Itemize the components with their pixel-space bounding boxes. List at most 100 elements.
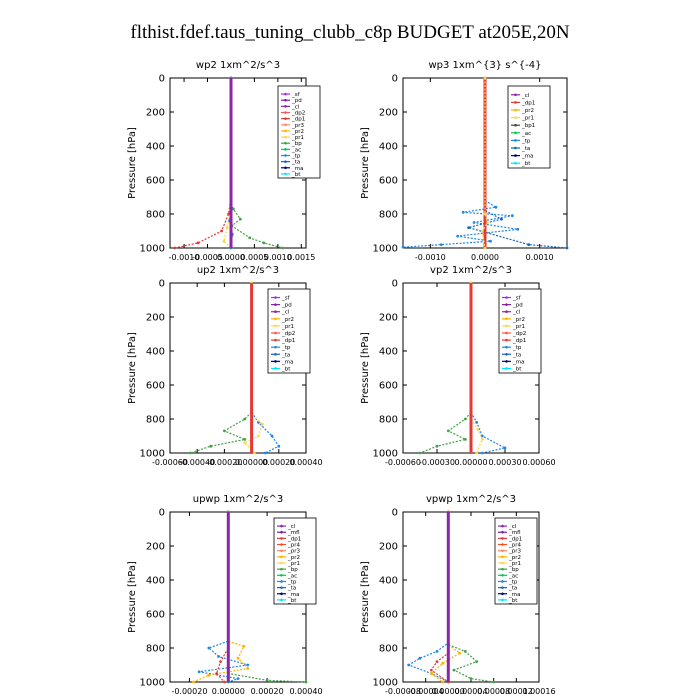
legend-label: _dp1 — [291, 117, 305, 123]
x-tick-label: -0.00020 — [171, 687, 207, 696]
x-tick-label: 0.00004 — [454, 687, 487, 696]
legend-label: _pr3 — [287, 549, 301, 555]
x-tick-label: 0.00000 — [235, 458, 268, 467]
x-tick-label: 0.0005 — [240, 253, 268, 262]
legend-marker — [280, 567, 283, 571]
legend-label: _pr2 — [287, 555, 300, 561]
legend-marker — [280, 592, 283, 596]
x-tick-label: 0.00016 — [522, 687, 555, 696]
data-point — [223, 680, 226, 684]
legend-label: _pd — [291, 98, 302, 104]
x-tick-label: -0.00020 — [206, 458, 242, 467]
legend-label: _cl — [287, 524, 296, 530]
data-point — [483, 212, 487, 216]
legend-marker — [501, 543, 504, 546]
series-line — [174, 78, 232, 249]
x-tick-label: 0.0000 — [471, 253, 499, 262]
legend-label: _sf — [512, 296, 522, 302]
legend-marker — [280, 524, 283, 528]
chart-panel: up2 1xm^2/s^3 Pressure [hPa] 0 200 400 600 800… — [127, 265, 323, 467]
legend-marker — [284, 166, 287, 170]
legend-label: _pr4 — [287, 543, 301, 549]
legend-label: _ac — [291, 147, 301, 153]
figure-title: flthist.fdef.taus_tuning_clubb_c8p BUDGE… — [130, 22, 570, 43]
legend-marker — [514, 161, 517, 165]
legend-label: _ma — [281, 359, 293, 365]
data-point — [463, 438, 467, 441]
legend-marker — [505, 296, 508, 299]
legend-marker — [514, 154, 517, 157]
legend-marker — [501, 549, 504, 552]
panel-title: wp3 1xm^{3} s^{-4} — [428, 60, 541, 71]
legend-label: _tp — [287, 579, 297, 585]
legend-label: _pd — [512, 303, 523, 309]
data-point — [500, 217, 503, 221]
legend-label: _pd — [281, 303, 292, 309]
x-tick-label: 0.00000 — [454, 458, 487, 467]
x-tick-label: 0.00060 — [522, 458, 555, 467]
legend-label: _ac — [287, 573, 297, 579]
data-point — [435, 650, 439, 653]
legend-label: _dp1 — [521, 100, 535, 106]
legend-label: _cl — [291, 104, 300, 110]
legend-label: _cl — [512, 310, 521, 316]
legend-label: _sf — [281, 296, 291, 302]
legend-label: _pr2 — [508, 555, 521, 561]
legend-label: _bt — [291, 172, 301, 178]
legend-marker — [514, 139, 517, 142]
y-tick-label: 800 — [146, 415, 165, 426]
legend-label: _bt — [287, 598, 297, 604]
data-point — [197, 670, 201, 674]
y-tick-label: 0 — [392, 74, 398, 85]
data-point — [486, 221, 490, 224]
legend-marker — [284, 160, 287, 163]
y-axis-label: Pressure [hPa] — [360, 127, 371, 199]
legend-label: _dp2 — [291, 111, 305, 117]
data-point — [270, 434, 274, 438]
data-point — [401, 245, 405, 249]
panel-title: vp2 1xm^2/s^3 — [430, 265, 512, 276]
legend-label: _dp1 — [508, 536, 522, 542]
x-tick-label: -0.00060 — [385, 458, 421, 467]
y-axis-label: Pressure [hPa] — [127, 127, 138, 199]
legend-label: _pr2 — [521, 108, 534, 114]
y-tick-label: 400 — [146, 576, 165, 587]
legend-label: _ac — [521, 131, 531, 137]
data-point — [480, 229, 484, 233]
data-point — [196, 241, 200, 245]
panel-title: vpwp 1xm^2/s^3 — [426, 494, 516, 505]
data-point — [475, 451, 479, 455]
legend-label: _ta — [512, 352, 521, 358]
data-point — [265, 678, 269, 682]
legend-marker — [501, 530, 504, 534]
legend-marker — [284, 123, 287, 127]
panel-title: up2 1xm^2/s^3 — [197, 265, 279, 276]
data-point — [452, 668, 456, 672]
legend-box — [507, 85, 551, 169]
panel-title: wp2 1xm^2/s^3 — [196, 60, 280, 71]
data-point — [281, 246, 284, 250]
legend-marker — [505, 367, 508, 370]
legend-marker — [274, 303, 277, 306]
legend-marker — [501, 574, 504, 577]
series-line — [430, 512, 449, 683]
legend-label: _pr1 — [287, 561, 300, 567]
chart-panel: upwp 1xm^2/s^3 Pressure [hPa] 0 200 400 600 80… — [127, 494, 323, 696]
y-tick-label: 600 — [379, 381, 398, 392]
data-point — [516, 227, 520, 231]
data-point — [246, 667, 250, 670]
y-tick-label: 1000 — [140, 449, 165, 460]
series-line — [402, 78, 518, 248]
data-point — [207, 673, 211, 677]
data-point — [215, 672, 219, 675]
legend-marker — [280, 586, 283, 589]
series-line — [430, 512, 461, 683]
x-tick-label: 0.00008 — [477, 687, 510, 696]
legend-label: _pr1 — [281, 324, 294, 330]
legend-marker — [505, 338, 508, 342]
y-tick-label: 600 — [146, 381, 165, 392]
data-point — [476, 427, 480, 431]
legend-marker — [505, 352, 508, 356]
x-tick-label: 0.00030 — [488, 458, 521, 467]
y-tick-label: 800 — [146, 644, 165, 655]
